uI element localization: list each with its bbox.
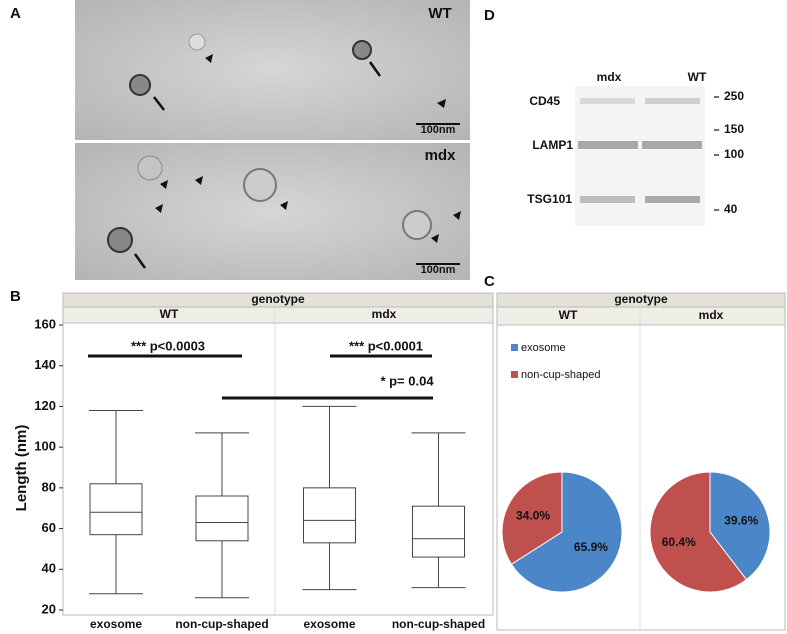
protein-label: LAMP1: [532, 138, 573, 152]
plot-frame: [62, 292, 494, 616]
y-tick-label: 80: [42, 479, 56, 494]
vesicle: [137, 155, 163, 181]
protein-label: TSG101: [527, 192, 572, 206]
significance-label: * p= 0.04: [380, 373, 434, 388]
x-tick-label: non-cup-shaped: [175, 617, 268, 631]
legend-label: non-cup-shaped: [521, 369, 601, 381]
band: [645, 196, 700, 203]
data-label: 60.4%: [662, 535, 696, 549]
data-label: 39.6%: [724, 514, 758, 528]
data-label: 65.9%: [574, 540, 608, 554]
legend-swatch: [511, 344, 518, 351]
micrograph: [75, 0, 470, 140]
vesicle: [188, 33, 206, 51]
data-label: 34.0%: [516, 508, 550, 522]
y-tick-label: 140: [34, 357, 56, 372]
x-tick-label: non-cup-shaped: [392, 617, 485, 631]
pie-slice: [510, 471, 623, 593]
band: [578, 141, 638, 149]
facet-label: mdx: [372, 307, 397, 321]
micrographs: WT 100nm mdx 100nm: [75, 0, 470, 280]
scale-label: 100nm: [421, 264, 456, 276]
vesicle: [402, 210, 432, 240]
y-tick-label: 20: [42, 601, 56, 616]
y-axis-title: Length (nm): [13, 425, 30, 512]
facet-label: WT: [559, 308, 578, 322]
facet-label: WT: [160, 307, 179, 321]
image-label: WT: [428, 5, 451, 22]
significance-label: *** p<0.0001: [349, 338, 423, 353]
facet-strip: [496, 306, 786, 326]
y-tick-label: 120: [34, 398, 56, 413]
vesicle: [129, 74, 151, 96]
marker-label: 100: [724, 147, 744, 161]
band: [645, 98, 700, 104]
panel-label: D: [484, 7, 495, 24]
scale-label: 100nm: [421, 124, 456, 136]
facet-label: mdx: [699, 308, 724, 322]
y-tick-label: 60: [42, 520, 56, 535]
vesicle: [352, 40, 372, 60]
box: [89, 483, 143, 536]
marker-label: 40: [724, 202, 738, 216]
facet-strip: [62, 306, 494, 324]
pie-slice: [709, 471, 771, 581]
marker-label: 250: [724, 89, 744, 103]
blot: [575, 86, 705, 226]
band: [580, 196, 635, 203]
y-tick-label: 40: [42, 561, 56, 576]
box: [412, 505, 465, 558]
image-label: mdx: [425, 147, 457, 164]
x-tick-label: exosome: [303, 617, 355, 631]
panel-label: C: [484, 273, 495, 290]
box: [195, 495, 249, 542]
legend-swatch: [511, 371, 518, 378]
facet-header-label: genotype: [614, 292, 668, 306]
pie-slice: [649, 471, 748, 593]
y-tick-label: 160: [34, 316, 56, 331]
vesicle: [243, 168, 277, 202]
band: [580, 98, 635, 104]
legend-label: exosome: [521, 342, 566, 354]
western-blot: mdx WT CD45 LAMP1 TSG101 250 150 100 40: [527, 70, 744, 226]
y-tick-label: 100: [34, 439, 56, 454]
band: [642, 141, 702, 149]
lane-label: mdx: [597, 70, 622, 84]
marker-label: 150: [724, 122, 744, 136]
lane-label: WT: [688, 70, 707, 84]
vesicle: [107, 227, 133, 253]
x-tick-label: exosome: [90, 617, 142, 631]
arrows: [133, 61, 382, 269]
panel-label: A: [10, 5, 21, 22]
facet-header-label: genotype: [251, 292, 305, 306]
arrowheads: [155, 54, 461, 243]
pie-slice: [501, 471, 563, 565]
significance-label: *** p<0.0003: [131, 338, 205, 353]
box: [303, 487, 356, 544]
protein-label: CD45: [529, 94, 560, 108]
panel-label: B: [10, 288, 21, 305]
